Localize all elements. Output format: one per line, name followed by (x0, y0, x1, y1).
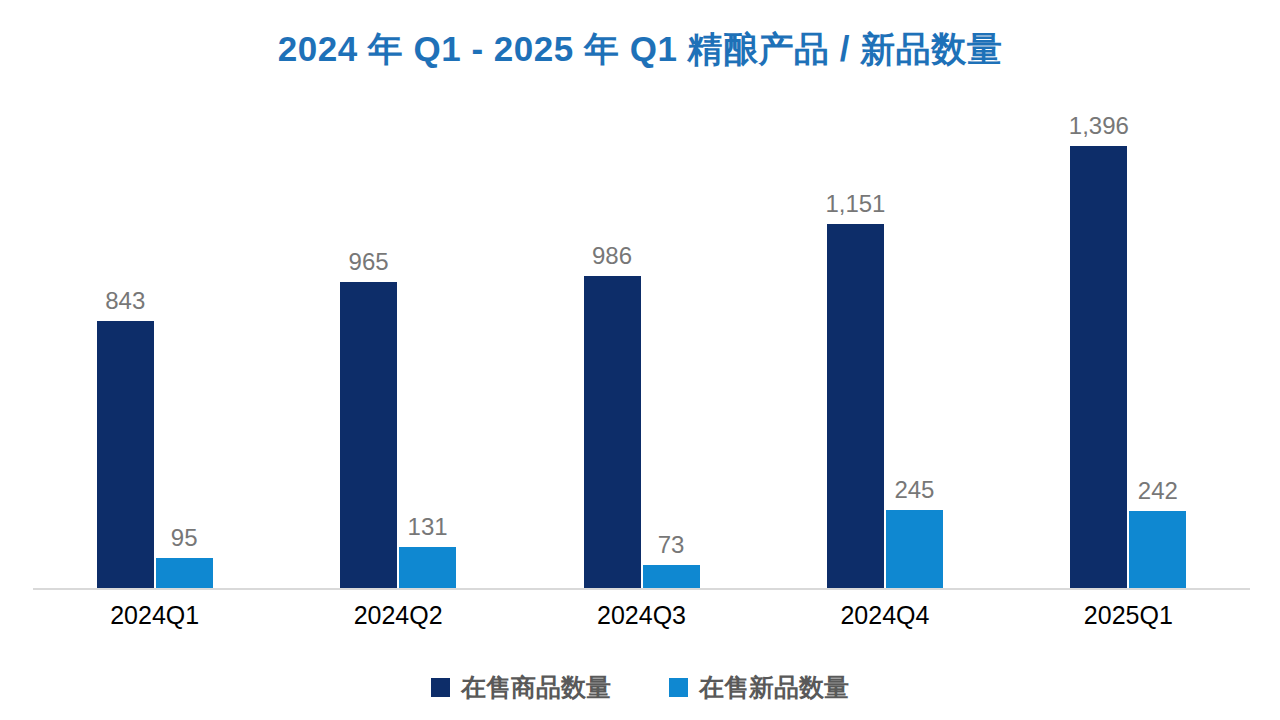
bar-new-products: 242 (1129, 511, 1186, 588)
bar-value-label: 965 (349, 248, 389, 276)
bar-group: 1,396242 (1007, 120, 1250, 588)
bar-new-products: 131 (399, 547, 456, 588)
x-axis-label: 2024Q4 (763, 601, 1006, 630)
bar-products: 965 (340, 282, 397, 588)
bar-value-label: 986 (592, 242, 632, 270)
x-axis-label: 2024Q1 (33, 601, 276, 630)
bar-new-products: 73 (643, 565, 700, 588)
legend-label: 在售新品数量 (699, 671, 849, 704)
bar-value-label: 73 (658, 531, 685, 559)
bar-group: 965131 (276, 120, 519, 588)
bar-products: 1,151 (827, 224, 884, 588)
legend: 在售商品数量 在售新品数量 (0, 671, 1280, 704)
x-axis-label: 2025Q1 (1007, 601, 1250, 630)
chart-slide: 2024 年 Q1 - 2025 年 Q1 精酿产品 / 新品数量 843959… (0, 0, 1280, 720)
bar-value-label: 843 (105, 287, 145, 315)
legend-item: 在售商品数量 (431, 671, 611, 704)
bar-value-label: 242 (1138, 477, 1178, 505)
bar-new-products: 95 (156, 558, 213, 588)
bar-new-products: 245 (886, 510, 943, 588)
x-axis-labels: 2024Q12024Q22024Q32024Q42025Q1 (33, 601, 1250, 630)
x-axis-label: 2024Q3 (520, 601, 763, 630)
bar-value-label: 131 (408, 513, 448, 541)
chart-title: 2024 年 Q1 - 2025 年 Q1 精酿产品 / 新品数量 (0, 26, 1280, 73)
legend-label: 在售商品数量 (461, 671, 611, 704)
legend-swatch-icon (669, 678, 688, 697)
bar-value-label: 1,396 (1069, 112, 1129, 140)
legend-item: 在售新品数量 (669, 671, 849, 704)
bar-products: 986 (584, 276, 641, 588)
legend-swatch-icon (431, 678, 450, 697)
bar-group: 98673 (520, 120, 763, 588)
bar-group: 84395 (33, 120, 276, 588)
bar-group: 1,151245 (763, 120, 1006, 588)
bar-value-label: 245 (894, 476, 934, 504)
bar-products: 1,396 (1070, 146, 1127, 588)
x-axis-label: 2024Q2 (276, 601, 519, 630)
bar-value-label: 1,151 (825, 190, 885, 218)
bar-value-label: 95 (171, 524, 198, 552)
bar-products: 843 (97, 321, 154, 588)
plot-area: 84395965131986731,1512451,396242 (33, 120, 1250, 590)
